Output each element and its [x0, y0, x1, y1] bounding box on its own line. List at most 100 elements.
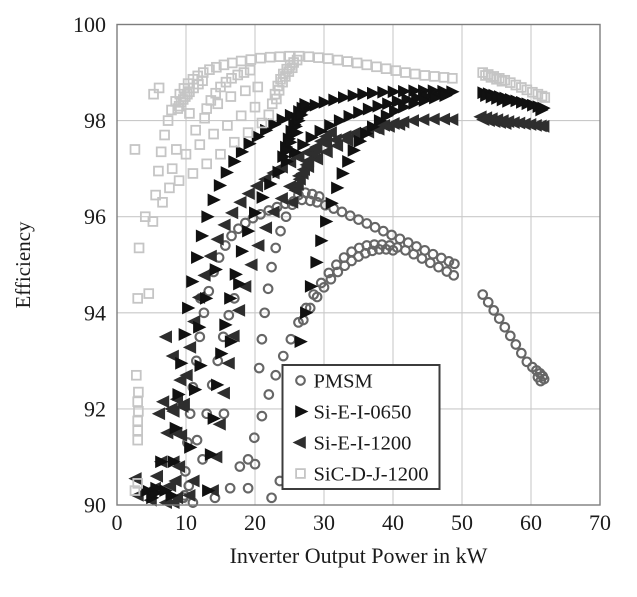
data-point-triangle-right — [318, 95, 332, 109]
data-point-circle — [259, 307, 271, 319]
data-point-triangle-right — [182, 301, 196, 315]
data-point-circle — [366, 245, 378, 257]
data-point-circle — [270, 242, 282, 254]
data-point-square — [235, 110, 247, 122]
series-sic-d-j-1200 — [129, 50, 551, 496]
data-point-triangle-right — [310, 255, 324, 269]
data-point-circle — [184, 408, 196, 420]
data-point-triangle-right — [213, 179, 228, 192]
legend-box — [281, 364, 441, 490]
data-point-circle — [253, 362, 265, 374]
data-point-triangle-right — [502, 94, 516, 108]
data-point-triangle-left — [249, 179, 264, 193]
data-point-triangle-left — [391, 118, 406, 131]
data-point-circle — [219, 240, 231, 251]
data-point-triangle-right — [387, 85, 401, 99]
data-point-circle — [242, 454, 254, 465]
data-point-triangle-right — [243, 137, 257, 151]
data-point-triangle-right — [235, 145, 250, 159]
data-point-triangle-left — [445, 113, 459, 127]
data-point-circle — [532, 371, 544, 383]
data-point-triangle-left — [224, 206, 239, 220]
data-point-triangle-right — [331, 181, 345, 195]
data-point-square — [129, 144, 141, 155]
data-point-circle — [179, 466, 191, 477]
x-axis-label: Inverter Output Power in kW — [230, 543, 488, 568]
data-point-square — [240, 85, 251, 97]
data-point-circle — [304, 195, 316, 207]
y-tick-label: 100 — [73, 12, 106, 37]
data-point-circle — [380, 244, 392, 255]
data-point-circle — [318, 281, 330, 293]
data-point-circle — [344, 210, 356, 222]
data-point-square — [252, 81, 264, 93]
data-point-triangle-left — [151, 407, 166, 421]
data-point-triangle-left — [186, 474, 200, 488]
data-point-circle — [521, 356, 533, 368]
data-point-square — [153, 82, 165, 94]
data-point-square — [491, 73, 502, 85]
data-point-triangle-right — [367, 120, 381, 134]
data-point-triangle-left — [221, 356, 235, 370]
data-point-square — [162, 115, 174, 126]
data-point-triangle-right — [297, 138, 311, 152]
data-point-square — [212, 98, 224, 110]
data-point-circle — [386, 229, 397, 241]
data-point-circle — [275, 225, 286, 237]
data-point-triangle-left — [233, 195, 247, 209]
series-si-e-i-0650 — [141, 84, 551, 505]
data-point-square — [536, 90, 548, 102]
data-point-circle — [325, 273, 337, 285]
data-point-circle — [311, 291, 323, 303]
data-point-triangle-right — [165, 488, 179, 502]
data-point-triangle-right — [272, 165, 286, 179]
data-point-circle — [515, 347, 527, 359]
data-point-square — [496, 75, 508, 87]
data-point-triangle-left — [210, 232, 224, 246]
legend-item-si-e-i-1200: Si-E-I-1200 — [292, 433, 411, 455]
data-point-circle — [270, 369, 282, 381]
data-point-triangle-right — [276, 113, 290, 127]
data-point-triangle-right — [195, 229, 210, 243]
data-point-circle — [223, 309, 235, 321]
y-tick-labels: 90 92 94 96 98 100 — [73, 12, 106, 518]
data-point-triangle-right — [360, 127, 374, 140]
data-point-triangle-right — [304, 279, 319, 293]
data-point-circle — [201, 408, 213, 420]
data-point-triangle-right — [224, 291, 238, 305]
data-point-circle — [339, 260, 351, 272]
data-point-circle — [408, 248, 420, 260]
data-point-triangle-right — [215, 347, 229, 361]
data-point-square — [172, 103, 184, 114]
data-point-square — [447, 73, 458, 84]
data-point-triangle-right — [382, 97, 396, 111]
data-point-square — [516, 82, 527, 93]
data-point-triangle-right — [398, 100, 412, 114]
data-point-triangle-left — [536, 119, 550, 133]
data-point-circle — [224, 482, 236, 494]
data-point-circle — [191, 434, 203, 446]
legend-label: PMSM — [314, 371, 373, 393]
data-point-triangle-left — [155, 395, 170, 409]
data-point-circle — [242, 482, 254, 494]
data-point-circle — [249, 458, 261, 470]
data-point-circle — [424, 257, 436, 269]
data-point-triangle-left — [284, 195, 299, 209]
data-point-triangle-right — [408, 96, 422, 110]
x-tick-label: 50 — [451, 510, 473, 535]
data-point-square — [256, 117, 268, 129]
data-point-circle — [248, 432, 260, 444]
x-tick-label: 70 — [589, 510, 611, 535]
data-point-square — [201, 158, 213, 170]
data-point-circle — [198, 307, 210, 319]
data-point-triangle-right — [377, 85, 391, 99]
data-point-square — [208, 128, 219, 140]
data-point-triangle-right — [295, 108, 309, 122]
data-point-triangle-right — [294, 335, 308, 349]
data-point-square — [164, 182, 175, 194]
data-point-triangle-left — [266, 205, 280, 219]
data-point-triangle-left — [212, 417, 226, 431]
data-point-triangle-left — [295, 167, 309, 180]
data-point-triangle-left — [498, 117, 512, 130]
